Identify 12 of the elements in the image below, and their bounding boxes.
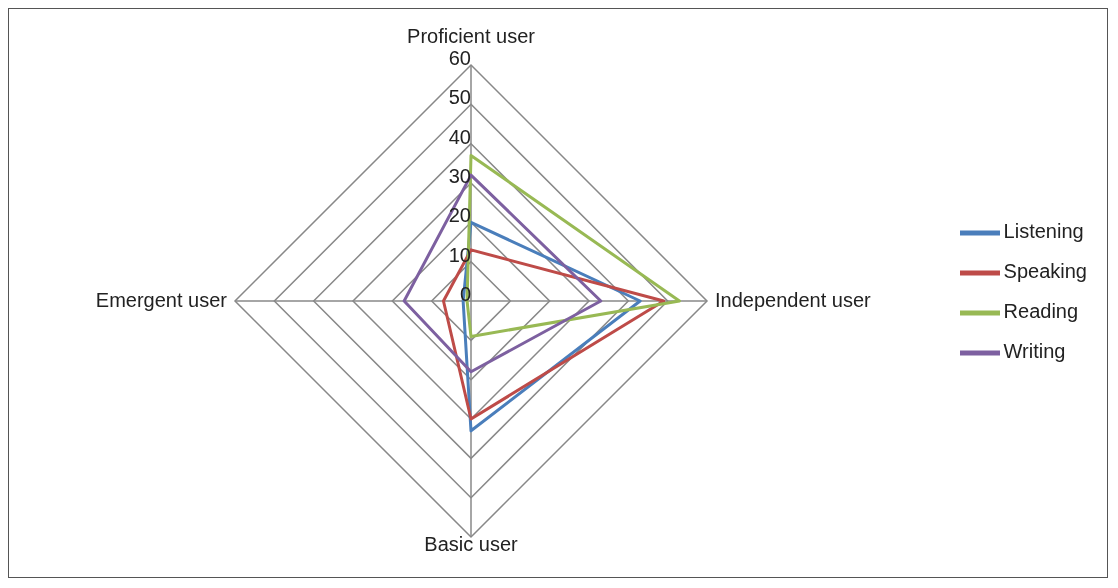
y-tick-label: 0 — [459, 283, 471, 305]
legend-label: Reading — [1003, 300, 1079, 323]
spoke-label: Emergent user — [95, 289, 228, 311]
spoke-label: Basic user — [424, 533, 519, 555]
spoke-label: Proficient user — [407, 25, 536, 47]
y-tick-label: 40 — [448, 125, 471, 148]
y-tick-label: 50 — [448, 86, 471, 109]
spoke-label: Independent user — [715, 289, 872, 311]
legend-label: Listening — [1003, 220, 1084, 243]
legend-label: Writing — [1003, 340, 1066, 363]
legend-label: Speaking — [1003, 260, 1087, 283]
y-tick-label: 60 — [448, 47, 471, 69]
